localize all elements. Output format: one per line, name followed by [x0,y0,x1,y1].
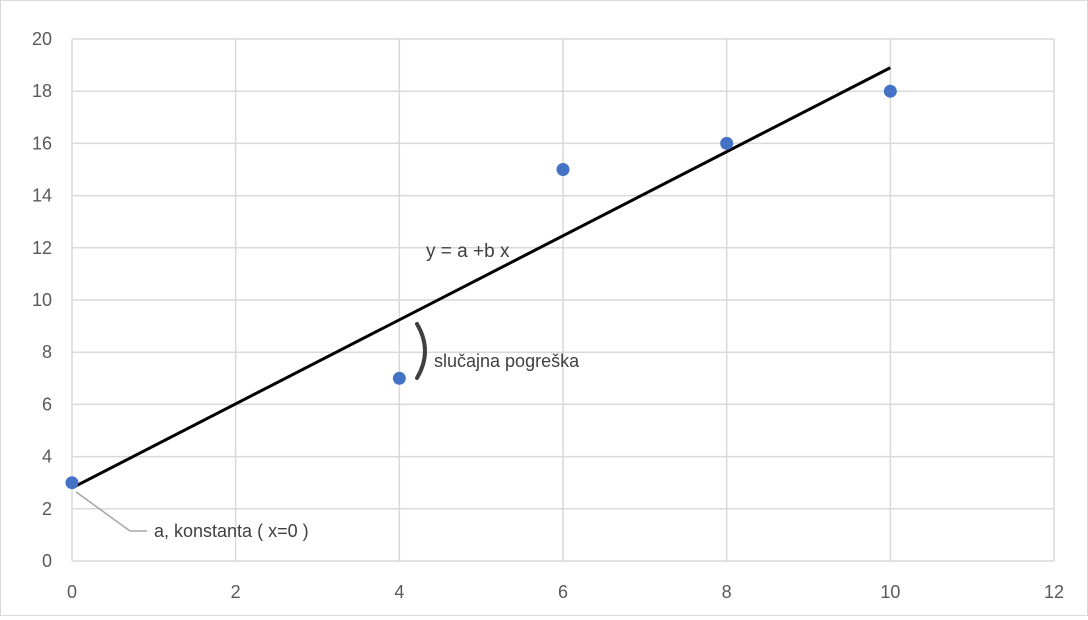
error-brace [415,322,427,380]
y-tick-label: 18 [32,81,52,101]
y-tick-label: 6 [42,394,52,414]
gridlines [71,38,1055,562]
x-tick-label: 10 [880,582,900,602]
y-tick-label: 4 [42,447,52,467]
x-tick-label: 6 [558,582,568,602]
x-tick-label: 12 [1044,582,1064,602]
trendline-group [71,66,892,490]
x-axis-tick-labels: 0 2 4 6 8 10 12 [67,582,1064,602]
y-axis-tick-labels: 0 2 4 6 8 10 12 14 16 18 20 [32,29,52,571]
data-point [65,476,79,490]
intercept-annotation: a, konstanta ( x=0 ) [154,521,309,541]
data-points [65,84,897,490]
x-tick-label: 8 [722,582,732,602]
x-tick-label: 4 [394,582,404,602]
intercept-leader-line [75,491,131,532]
x-tick-label: 0 [67,582,77,602]
data-point [392,371,406,385]
y-tick-label: 16 [32,133,52,153]
y-tick-label: 10 [32,290,52,310]
trendline [71,66,892,490]
y-tick-label: 0 [42,551,52,571]
x-tick-label: 2 [231,582,241,602]
y-tick-label: 12 [32,238,52,258]
y-tick-label: 14 [32,186,52,206]
data-point [883,84,897,98]
data-point [720,136,734,150]
data-point [556,163,570,176]
equation-annotation: y = a +b x [426,241,510,262]
annotations: a, konstanta ( x=0 ) y = a +b x slučajna… [75,241,580,541]
y-tick-label: 20 [32,29,52,49]
error-annotation: slučajna pogreška [434,351,580,371]
y-tick-label: 2 [42,499,52,519]
y-tick-label: 8 [42,342,52,362]
